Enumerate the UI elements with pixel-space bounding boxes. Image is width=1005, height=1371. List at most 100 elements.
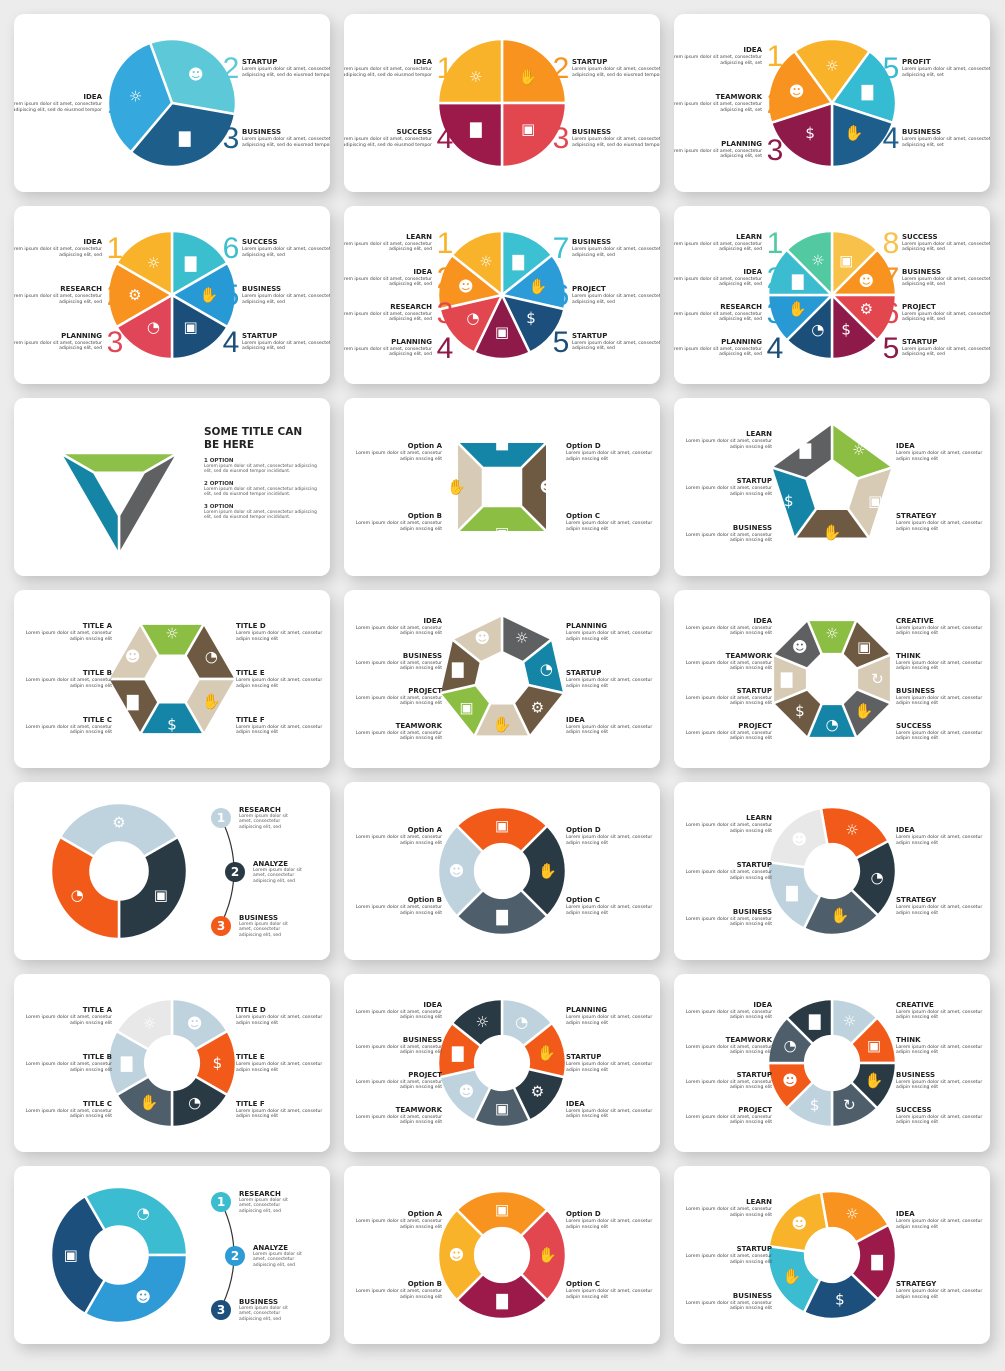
label-body: Lorem ipsum dolor sit amet, consetur adi… xyxy=(25,631,112,642)
handshake-icon: ✋ xyxy=(865,1071,884,1089)
briefcase-icon: ▣ xyxy=(495,1099,509,1117)
step-number: 2 xyxy=(436,261,454,295)
diagram-segment xyxy=(519,1208,568,1302)
infographic-card[interactable]: ◔ ✋ ⚙ ▣ ☻ ▇ ☼ IDEA Lorem ipsum dolor sit amet, c… xyxy=(344,974,660,1152)
cycle-icon: ↻ xyxy=(843,1096,856,1114)
diagram-segment xyxy=(819,805,890,860)
label-left: TEAMWORK Lorem ipsum dolor sit amet, cons… xyxy=(676,1036,772,1056)
step-number: 3 xyxy=(766,296,784,330)
label-title: Option A xyxy=(407,826,442,834)
label-title: TITLE A xyxy=(82,1006,112,1015)
label-body: Lorem ipsum dolor sit amet, consectetur … xyxy=(14,102,102,113)
label-title: BUSINESS xyxy=(242,128,282,136)
label-title: PROJECT xyxy=(572,285,606,293)
chart-icon: ▇ xyxy=(861,83,874,101)
handshake-icon: ✋ xyxy=(140,1093,159,1111)
infographic-card[interactable]: ☼ ▣ ↻ ✋ ◔ $ ▇ ☻ IDEA Lorem ipsum dolor sit amet, … xyxy=(674,590,990,768)
label-body: Lorem ipsum dolor sit amet, consetur adi… xyxy=(355,625,442,637)
infographic-card[interactable]: ◔ ☻ ▣ 1 RESEARCH Lorem ipsum dolor sit amet, … xyxy=(14,1166,330,1344)
infographic-card[interactable]: ☼ ◔ ⚙ ✋ ▣ ▇ ☻ IDEA Lorem ipsum dolor sit amet, c… xyxy=(344,590,660,768)
label-title: TEAMWORK xyxy=(395,721,442,730)
label-right: BUSINESS Lorem ipsum dolor sit amet, cons… xyxy=(242,285,330,305)
handshake-icon: ✋ xyxy=(823,523,842,541)
label-left: IDEA Lorem ipsum dolor sit amet, consetur… xyxy=(346,1001,442,1021)
infographic-card[interactable]: ☼ ◔ ✋ $ ▇ ☻ TITLE A Lorem ipsum dolor sit amet,… xyxy=(14,590,330,768)
label-body: Lorem ipsum dolor sit amet, consetur adi… xyxy=(685,486,772,497)
infographic-card[interactable]: ☼ ▇ $ ✋ ☻ LEARN Lorem ipsum dolor sit amet, co… xyxy=(674,1166,990,1344)
infographic-card[interactable]: ☻ $ ◔ ✋ ▇ ☼ TITLE A Lorem ipsum dolor sit amet,… xyxy=(14,974,330,1152)
option-title: 2 OPTION xyxy=(204,480,234,487)
infographic-card[interactable]: ☼ ▇ ✋ $ ☻ IDEA Lorem ipsum dolor sit amet, con… xyxy=(674,14,990,192)
label-body: Lorem ipsum dolor sit amet, consetur adi… xyxy=(566,835,653,846)
label-title: BUSINESS xyxy=(732,523,772,532)
handshake-icon: ✋ xyxy=(831,907,850,925)
infographic-card[interactable]: ☻ ▇ ☼ IDEA Lorem ipsum dolor sit amet, conse… xyxy=(14,14,330,192)
label-body: Lorem ipsum dolor sit amet, consectetur … xyxy=(242,67,330,78)
idea-icon: ☼ xyxy=(843,1012,856,1030)
label-left: LEARN Lorem ipsum dolor sit amet, consect… xyxy=(344,233,432,253)
step-number: 5 xyxy=(882,52,900,85)
infographic-card[interactable]: ☼ ◔ ✋ ▇ ☻ LEARN Lorem ipsum dolor sit amet, co… xyxy=(674,782,990,960)
label-title: THINK xyxy=(896,1035,921,1044)
infographic-card[interactable]: ▇ ✋ ▣ ◔ ⚙ ☼ IDEA Lorem ipsum dolor sit amet, co… xyxy=(14,206,330,384)
label-left: BUSINESS Lorem ipsum dolor sit amet, cons… xyxy=(346,652,442,672)
pie-icon: ◔ xyxy=(205,647,218,665)
label-title: Option B xyxy=(407,512,442,520)
label-right: BUSINESS Lorem ipsum dolor sit amet, cons… xyxy=(572,128,660,148)
diagram-segment xyxy=(793,37,871,105)
infographic-card[interactable]: ☻ ▣ ✋ ▇ Option A Lorem ipsum dolor sit amet, … xyxy=(344,398,660,576)
cycle-diagram: ☻ ▇ ☼ xyxy=(106,37,238,169)
label-body: Lorem ipsum dolor sit amet, consectetur … xyxy=(674,346,762,358)
step-number: 3 xyxy=(766,133,784,167)
label-title: TITLE B xyxy=(82,669,112,677)
label-title: RESEARCH xyxy=(390,302,432,311)
label-body: Lorem ipsum dolor sit amet, consectetur … xyxy=(344,137,432,148)
gear-icon: ⚙ xyxy=(112,814,125,832)
handshake-icon: ✋ xyxy=(844,124,863,142)
label-title: IDEA xyxy=(413,58,432,66)
infographic-card[interactable]: ✋ ▣ ▇ ☼ IDEA Lorem ipsum dolor sit amet, cons… xyxy=(344,14,660,192)
infographic-card[interactable]: ☼ ▣ ✋ ↻ $ ☻ ◔ ▇ IDEA Lorem ipsum dolor sit amet, … xyxy=(674,974,990,1152)
label-title: PROJECT xyxy=(738,1105,772,1114)
label-left: TITLE C Lorem ipsum dolor sit amet, conse… xyxy=(16,1100,112,1120)
diagram-segment xyxy=(106,261,174,329)
label-title: TITLE D xyxy=(236,1006,266,1015)
step-number: 8 xyxy=(882,226,900,260)
dollar-icon: $ xyxy=(784,492,794,510)
label-body: Lorem ipsum dolor sit amet, consetur adi… xyxy=(685,823,772,834)
infographic-card[interactable]: ▣ ☻ ⚙ $ ◔ ✋ ▇ ☼ LEARN Lorem ipsum dolor sit amet,… xyxy=(674,206,990,384)
label-right: STARTUP Lorem ipsum dolor sit amet, conse… xyxy=(902,338,990,358)
cycle-diagram: ◔ ✋ ⚙ ▣ ☻ ▇ ☼ xyxy=(436,997,568,1129)
handshake-icon: ✋ xyxy=(537,1044,556,1062)
people-icon: ☻ xyxy=(187,1015,203,1033)
step-number: 3 xyxy=(211,916,231,937)
diagram-segment xyxy=(170,293,229,361)
cycle-diagram: ☼ ▇ ✋ $ ☻ xyxy=(766,37,898,169)
infographic-card[interactable]: ⚙ ▣ ◔ SOME TITLE CAN BE HERE 1 OPTION Lorem i… xyxy=(14,398,330,576)
label-left: STARTUP Lorem ipsum dolor sit amet, conse… xyxy=(676,1245,772,1265)
chart-icon: ▇ xyxy=(808,1012,821,1030)
briefcase-icon: ▣ xyxy=(64,1246,78,1264)
label-title: TITLE F xyxy=(236,1099,265,1108)
step-number: 6 xyxy=(552,279,570,312)
label-title: SUCCESS xyxy=(896,721,932,730)
label-title: TITLE D xyxy=(236,622,266,631)
label-body: Lorem ipsum dolor sit amet, consectetur … xyxy=(902,311,990,323)
infographic-card[interactable]: ▣ ✋ ▇ ☻ Option A Lorem ipsum dolor sit amet, … xyxy=(344,1166,660,1344)
dollar-icon: $ xyxy=(213,1054,223,1072)
infographic-card[interactable]: ▣ ✋ ▇ ☻ Option A Lorem ipsum dolor sit amet, … xyxy=(344,782,660,960)
label-left: TITLE B Lorem ipsum dolor sit amet, conse… xyxy=(16,1053,112,1073)
label-title: BUSINESS xyxy=(402,1035,442,1044)
label-right: IDEA Lorem ipsum dolor sit amet, consetur… xyxy=(566,716,660,736)
diagram-segment xyxy=(455,440,549,470)
step-number: 7 xyxy=(882,261,900,295)
cycle-diagram: ☼ ◔ ✋ $ ▇ ☻ xyxy=(106,622,238,736)
infographic-card[interactable]: ⚙ ▣ ◔ 1 RESEARCH Lorem ipsum dolor sit amet, … xyxy=(14,782,330,960)
label-body: Lorem ipsum dolor sit amet, consectetur … xyxy=(344,67,432,78)
step-body: Lorem ipsum dolor sit amet, consectetur … xyxy=(253,1252,302,1268)
label-right: BUSINESS Lorem ipsum dolor sit amet, cons… xyxy=(242,128,330,148)
infographic-card[interactable]: ▇ ✋ $ ▣ ◔ ☻ ☼ LEARN Lorem ipsum dolor sit amet, … xyxy=(344,206,660,384)
label-title: STARTUP xyxy=(572,58,608,66)
infographic-card[interactable]: ☼ ▣ ✋ $ ▇ LEARN Lorem ipsum dolor sit amet, co… xyxy=(674,398,990,576)
label-body: Lorem ipsum dolor sit amet, consectetur … xyxy=(344,276,432,288)
